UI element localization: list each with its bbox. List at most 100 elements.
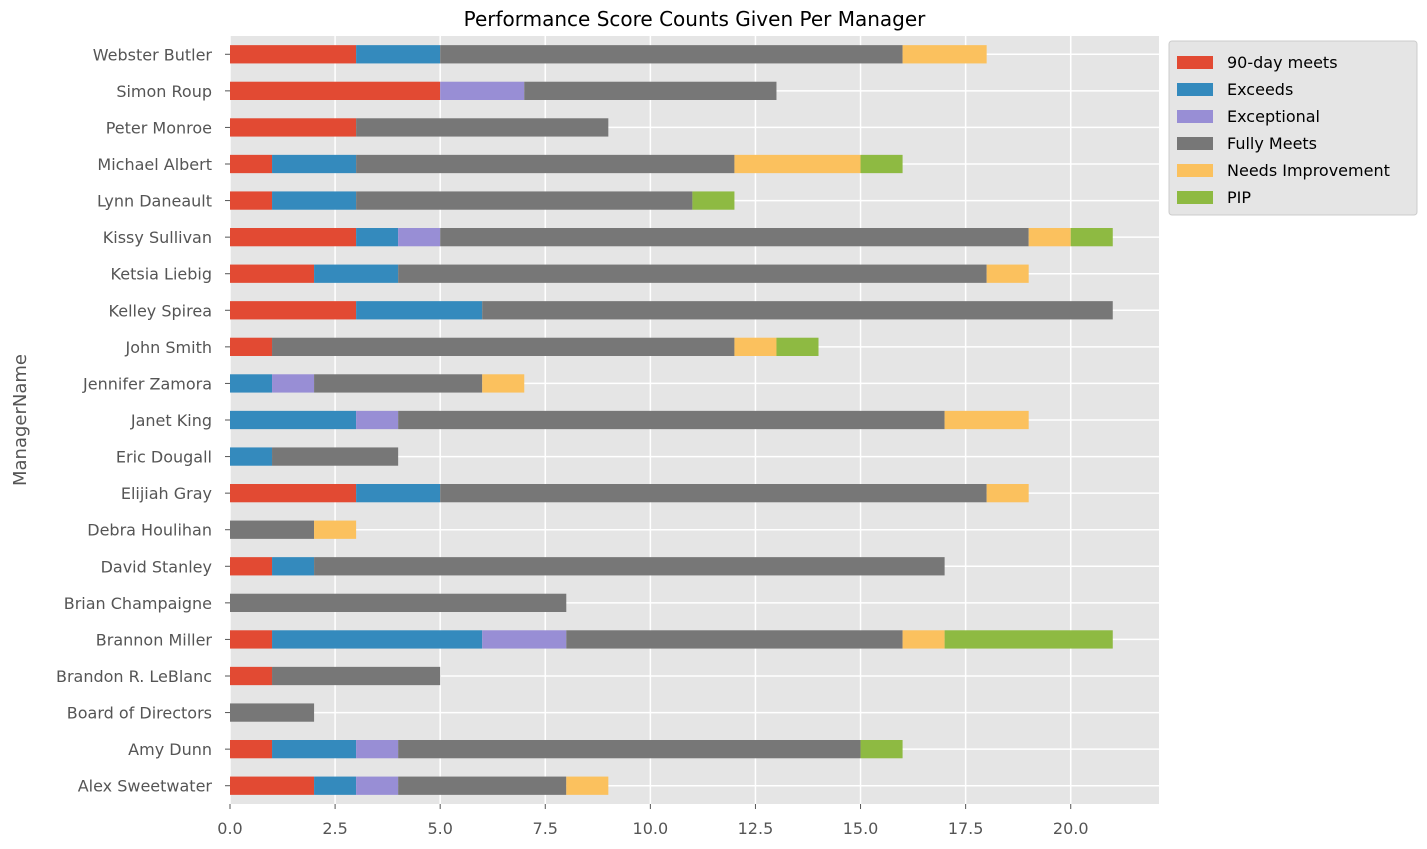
y-tick-label: Lynn Daneault xyxy=(97,192,212,211)
bar-segment xyxy=(230,264,315,283)
bar-segment xyxy=(1070,228,1113,247)
bar-segment xyxy=(230,374,273,393)
y-tick-label: Peter Monroe xyxy=(106,118,212,137)
y-tick-label: Simon Roup xyxy=(116,82,212,101)
bar-segment xyxy=(944,630,1113,649)
legend-swatch xyxy=(1177,191,1213,204)
bar-segment xyxy=(314,776,357,795)
bar-segment xyxy=(272,630,483,649)
y-tick-label: Ketsia Liebig xyxy=(111,265,212,284)
bar-segment xyxy=(272,154,357,174)
bar-segment xyxy=(440,484,987,503)
bar-segment xyxy=(272,374,315,393)
bar-segment xyxy=(356,301,483,320)
legend: 90-day meets Exceeds Exceptional Fully Meet… xyxy=(1168,40,1418,216)
bar-segment xyxy=(230,447,273,466)
bar-segment xyxy=(776,337,819,356)
bar-segment xyxy=(440,81,525,100)
bar-segment xyxy=(398,740,861,759)
y-tick-label: Brian Champaigne xyxy=(64,594,212,613)
y-axis-label: ManagerName xyxy=(10,354,31,486)
bar-segment xyxy=(230,557,273,576)
bar-segment xyxy=(230,154,273,174)
bar-segment xyxy=(356,154,735,174)
bar-segment xyxy=(230,45,357,64)
y-tick-label: Brannon Miller xyxy=(96,630,213,649)
y-tick-label: Brandon R. LeBlanc xyxy=(56,667,212,686)
x-tick-label: 17.5 xyxy=(948,819,984,838)
bar-segment xyxy=(230,410,357,430)
bar-segment xyxy=(272,191,357,210)
legend-label: Exceptional xyxy=(1227,107,1320,126)
x-tick-label: 0.0 xyxy=(217,819,242,838)
chart-title: Performance Score Counts Given Per Manag… xyxy=(464,7,927,31)
bar-segment xyxy=(314,374,483,393)
bar-segment xyxy=(356,776,399,795)
legend-label: PIP xyxy=(1227,188,1251,207)
bar-segment xyxy=(734,337,777,356)
y-tick-label: Alex Sweetwater xyxy=(78,777,213,796)
legend-swatch xyxy=(1177,56,1213,69)
bar-segment xyxy=(398,264,987,283)
bar-segment xyxy=(398,776,567,795)
bar-segment xyxy=(482,630,567,649)
bar-segment xyxy=(230,630,273,649)
y-tick-label: Elijiah Gray xyxy=(121,484,212,503)
y-tick-label: Jennifer Zamora xyxy=(82,374,212,393)
bar-segment xyxy=(734,154,861,174)
bar-segment xyxy=(440,228,1029,247)
bar-segment xyxy=(482,301,1113,320)
bar-segment xyxy=(272,337,735,356)
bar-segment xyxy=(272,557,315,576)
bars xyxy=(230,45,1113,795)
x-tick-label: 5.0 xyxy=(427,819,452,838)
legend-label: Needs Improvement xyxy=(1227,161,1390,180)
bar-segment xyxy=(356,410,399,430)
bar-segment xyxy=(860,740,903,759)
bar-segment xyxy=(230,666,273,686)
bar-segment xyxy=(230,191,273,210)
legend-swatch xyxy=(1177,83,1213,96)
y-tick-label: Webster Butler xyxy=(93,45,213,64)
bar-segment xyxy=(398,228,441,247)
bar-segment xyxy=(356,228,399,247)
bar-segment xyxy=(230,81,441,100)
bar-segment xyxy=(902,45,987,64)
bar-segment xyxy=(356,191,693,210)
y-tick-label: Kelley Spirea xyxy=(109,301,212,320)
bar-segment xyxy=(944,410,1029,430)
bar-segment xyxy=(356,118,609,137)
bar-segment xyxy=(482,374,525,393)
bar-segment xyxy=(398,410,945,430)
y-tick-labels: Alex Sweetwater Amy Dunn Board of Director… xyxy=(56,45,230,796)
legend-label: Exceeds xyxy=(1227,80,1293,99)
bar-segment xyxy=(356,484,441,503)
legend-box xyxy=(1168,40,1418,216)
bar-segment xyxy=(986,484,1029,503)
x-tick-label: 12.5 xyxy=(738,819,774,838)
bar-segment xyxy=(356,45,441,64)
bar-segment xyxy=(314,557,945,576)
y-tick-label: Amy Dunn xyxy=(128,740,212,759)
bar-segment xyxy=(356,740,399,759)
bar-segment xyxy=(902,630,945,649)
bar-segment xyxy=(1028,228,1071,247)
y-tick-label: David Stanley xyxy=(101,557,212,576)
bar-segment xyxy=(230,520,315,539)
bar-segment xyxy=(230,301,357,320)
x-tick-labels: 0.0 2.5 5.0 7.5 10.0 12.5 15.0 17.5 20.0 xyxy=(217,804,1089,838)
bar-segment xyxy=(566,630,903,649)
y-tick-label: Board of Directors xyxy=(67,704,212,723)
legend-label: 90-day meets xyxy=(1227,53,1338,72)
bar-segment xyxy=(692,191,735,210)
bar-segment xyxy=(440,45,903,64)
x-tick-label: 10.0 xyxy=(633,819,669,838)
y-tick-label: John Smith xyxy=(125,338,212,357)
bar-segment xyxy=(272,666,441,686)
bar-segment xyxy=(314,264,399,283)
legend-swatch xyxy=(1177,137,1213,150)
bar-segment xyxy=(230,740,273,759)
legend-swatch xyxy=(1177,164,1213,177)
y-tick-label: Michael Albert xyxy=(97,155,212,174)
